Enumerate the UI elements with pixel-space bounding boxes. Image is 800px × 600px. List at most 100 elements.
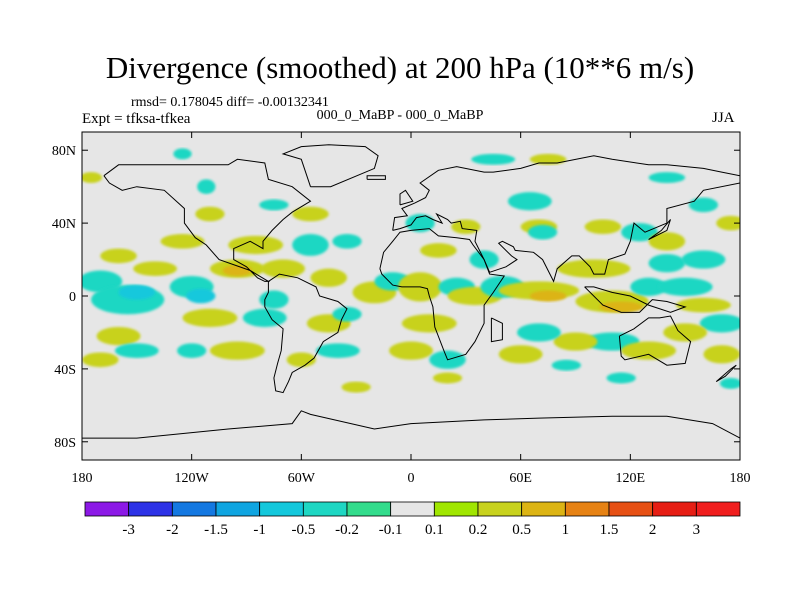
lat-tick-label: 0 xyxy=(69,290,76,305)
longitude-axis: 180 120W 60W 0 60E 120E 180 xyxy=(72,132,751,486)
coastline-10 xyxy=(399,189,414,206)
field-blob-10 xyxy=(197,179,216,194)
field-blob-78 xyxy=(606,372,636,384)
field-blob-65 xyxy=(553,332,598,351)
colorbar-box-7 xyxy=(390,501,435,517)
colorbar-box-8 xyxy=(433,501,479,517)
stats-label: rmsd= 0.178045 diff= -0.00132341 xyxy=(131,95,329,110)
field-blob-60 xyxy=(699,314,740,333)
colorbar-label: -1.5 xyxy=(204,522,228,538)
field-blob-79 xyxy=(719,378,740,389)
coastline-0 xyxy=(103,158,312,282)
experiment-label: Expt = tfksa-tfkea xyxy=(82,111,191,127)
field-blob-14 xyxy=(222,265,252,276)
field-blob-59 xyxy=(676,297,731,313)
field-blob-54 xyxy=(648,232,686,251)
field-blob-7 xyxy=(82,352,119,368)
coastline-4 xyxy=(392,155,740,231)
field-blob-28 xyxy=(332,306,362,322)
field-blob-3 xyxy=(100,248,137,264)
lon-tick-label: 60W xyxy=(288,471,316,486)
field-blob-47 xyxy=(507,192,552,211)
lon-tick-label: 120W xyxy=(175,471,210,486)
season-label: JJA xyxy=(712,110,735,126)
colorbar-box-9 xyxy=(477,501,523,517)
colorbar: -3 -2 -1.5 -1 -0.5 -0.2 -0.1 0.1 0.2 0.5 1 1.5 2 3 xyxy=(84,501,741,538)
lon-tick-label: 180 xyxy=(730,471,751,486)
field-blob-55 xyxy=(648,254,686,273)
colorbar-label: 1.5 xyxy=(600,522,619,538)
field-blob-53 xyxy=(621,223,658,242)
coastlines xyxy=(82,144,740,439)
field-blob-75 xyxy=(82,172,103,184)
coastline-9 xyxy=(584,286,687,313)
case-label: 000_0_MaBP - 000_0_MaBP xyxy=(316,108,484,123)
colorbar-box-1 xyxy=(128,501,173,517)
coastline-11 xyxy=(648,219,671,240)
field-blob-57 xyxy=(630,277,667,296)
lat-tick-label: 80N xyxy=(52,144,76,159)
field-blob-70 xyxy=(716,215,740,231)
lat-tick-label: 40N xyxy=(52,217,76,232)
field-blob-69 xyxy=(688,197,719,213)
field-blob-52 xyxy=(584,219,622,235)
field-blob-17 xyxy=(259,290,289,309)
field-blob-6 xyxy=(114,343,159,358)
colorbar-label: 1 xyxy=(562,522,570,538)
field-blob-68 xyxy=(551,359,581,371)
field-blob-26 xyxy=(259,199,289,211)
field-blob-63 xyxy=(663,323,708,342)
field-blob-73 xyxy=(648,172,686,184)
colorbar-label: 0.2 xyxy=(469,522,488,538)
lon-tick-label: 0 xyxy=(408,471,415,486)
field-blob-66 xyxy=(517,323,561,342)
lon-tick-label: 120E xyxy=(616,471,646,486)
field-blob-39 xyxy=(401,314,457,333)
field-blob-19 xyxy=(242,308,287,327)
coastline-6 xyxy=(618,315,692,366)
field-blob-15 xyxy=(228,235,284,255)
field-blob-74 xyxy=(173,148,192,160)
field-blob-45 xyxy=(529,290,567,302)
lon-tick-label: 60E xyxy=(509,471,532,486)
coastline-13 xyxy=(715,364,737,383)
colorbar-box-10 xyxy=(521,501,566,517)
colorbar-box-6 xyxy=(346,501,392,517)
field-blob-77 xyxy=(432,372,463,384)
coastline-12 xyxy=(366,175,386,180)
lat-tick-label: 80S xyxy=(54,436,76,451)
colorbar-box-13 xyxy=(652,501,697,517)
lon-tick-label: 180 xyxy=(72,471,93,486)
field-blob-30 xyxy=(286,352,316,368)
colorbar-label: 3 xyxy=(693,522,701,538)
field-blob-8 xyxy=(160,234,205,249)
field-blob-34 xyxy=(405,214,435,233)
field-blob-49 xyxy=(557,259,631,278)
colorbar-label: 0.5 xyxy=(512,522,531,538)
divergence-field xyxy=(82,148,740,393)
field-blob-22 xyxy=(292,234,329,256)
colorbar-box-4 xyxy=(259,501,304,517)
field-blob-9 xyxy=(195,206,225,222)
field-blob-23 xyxy=(310,268,348,287)
colorbar-box-5 xyxy=(302,501,348,517)
field-blob-64 xyxy=(703,345,740,364)
colorbar-label: -3 xyxy=(122,522,135,538)
field-blob-2 xyxy=(118,285,156,300)
field-blob-51 xyxy=(599,301,644,313)
field-blob-58 xyxy=(657,277,713,296)
field-blob-40 xyxy=(389,341,433,360)
coastline-1 xyxy=(264,273,348,394)
field-blob-21 xyxy=(177,343,207,358)
field-blob-12 xyxy=(186,288,216,304)
field-blob-62 xyxy=(621,341,677,360)
field-blob-29 xyxy=(315,343,360,358)
field-blob-76 xyxy=(341,381,371,393)
colorbar-box-2 xyxy=(171,501,217,517)
field-blob-20 xyxy=(209,341,265,360)
colorbar-label: 0.1 xyxy=(425,522,444,538)
field-blob-72 xyxy=(529,153,567,165)
colorbar-label: -0.5 xyxy=(291,522,315,538)
field-blob-24 xyxy=(332,234,362,249)
